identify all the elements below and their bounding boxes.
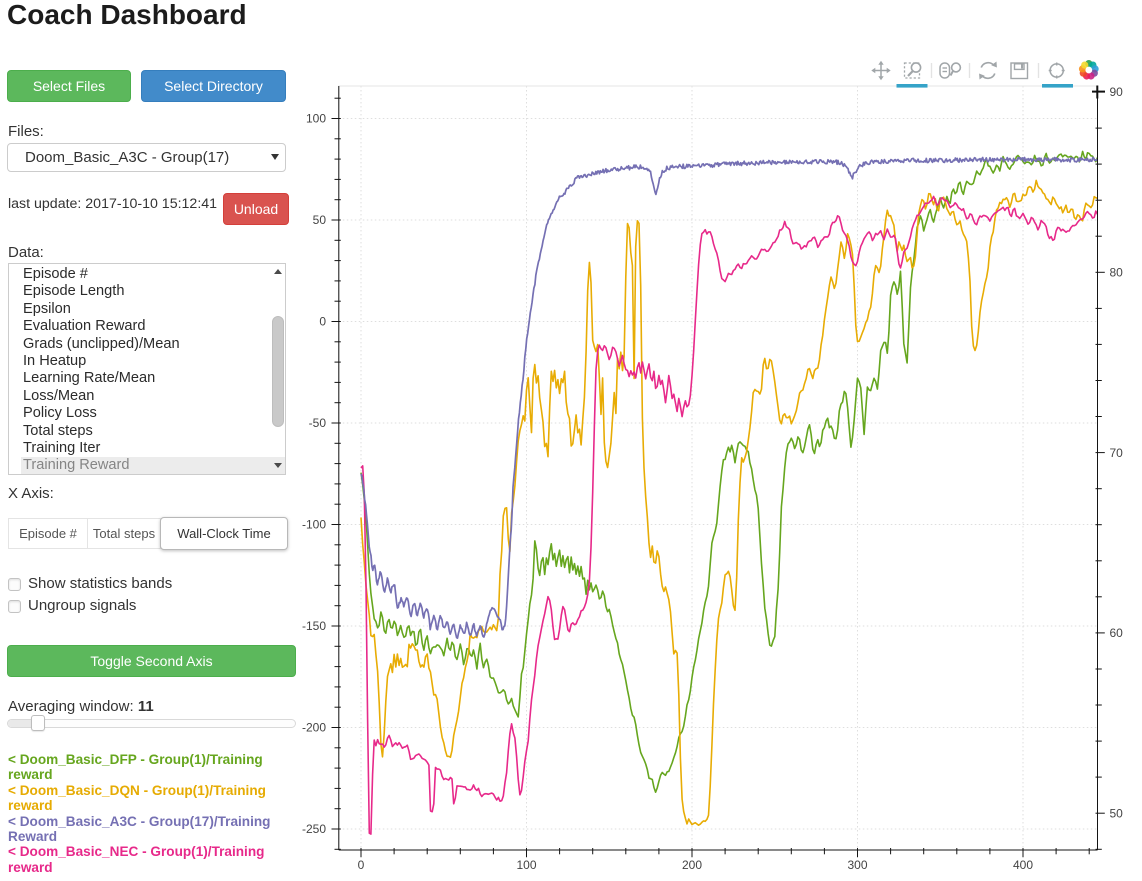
- svg-text:-250: -250: [302, 822, 326, 836]
- svg-text:100: 100: [306, 112, 326, 126]
- svg-text:70: 70: [1110, 446, 1124, 460]
- svg-text:0: 0: [358, 858, 365, 872]
- svg-text:80: 80: [1110, 266, 1124, 280]
- svg-text:-200: -200: [302, 721, 326, 735]
- svg-text:-150: -150: [302, 619, 326, 633]
- svg-text:90: 90: [1110, 85, 1124, 99]
- svg-text:50: 50: [1110, 806, 1124, 820]
- svg-text:0: 0: [319, 315, 326, 329]
- svg-text:200: 200: [682, 858, 702, 872]
- svg-text:100: 100: [516, 858, 536, 872]
- svg-text:50: 50: [313, 213, 327, 227]
- svg-text:300: 300: [847, 858, 867, 872]
- svg-text:60: 60: [1110, 626, 1124, 640]
- svg-text:400: 400: [1013, 858, 1033, 872]
- svg-text:-100: -100: [302, 518, 326, 532]
- svg-text:-50: -50: [309, 416, 327, 430]
